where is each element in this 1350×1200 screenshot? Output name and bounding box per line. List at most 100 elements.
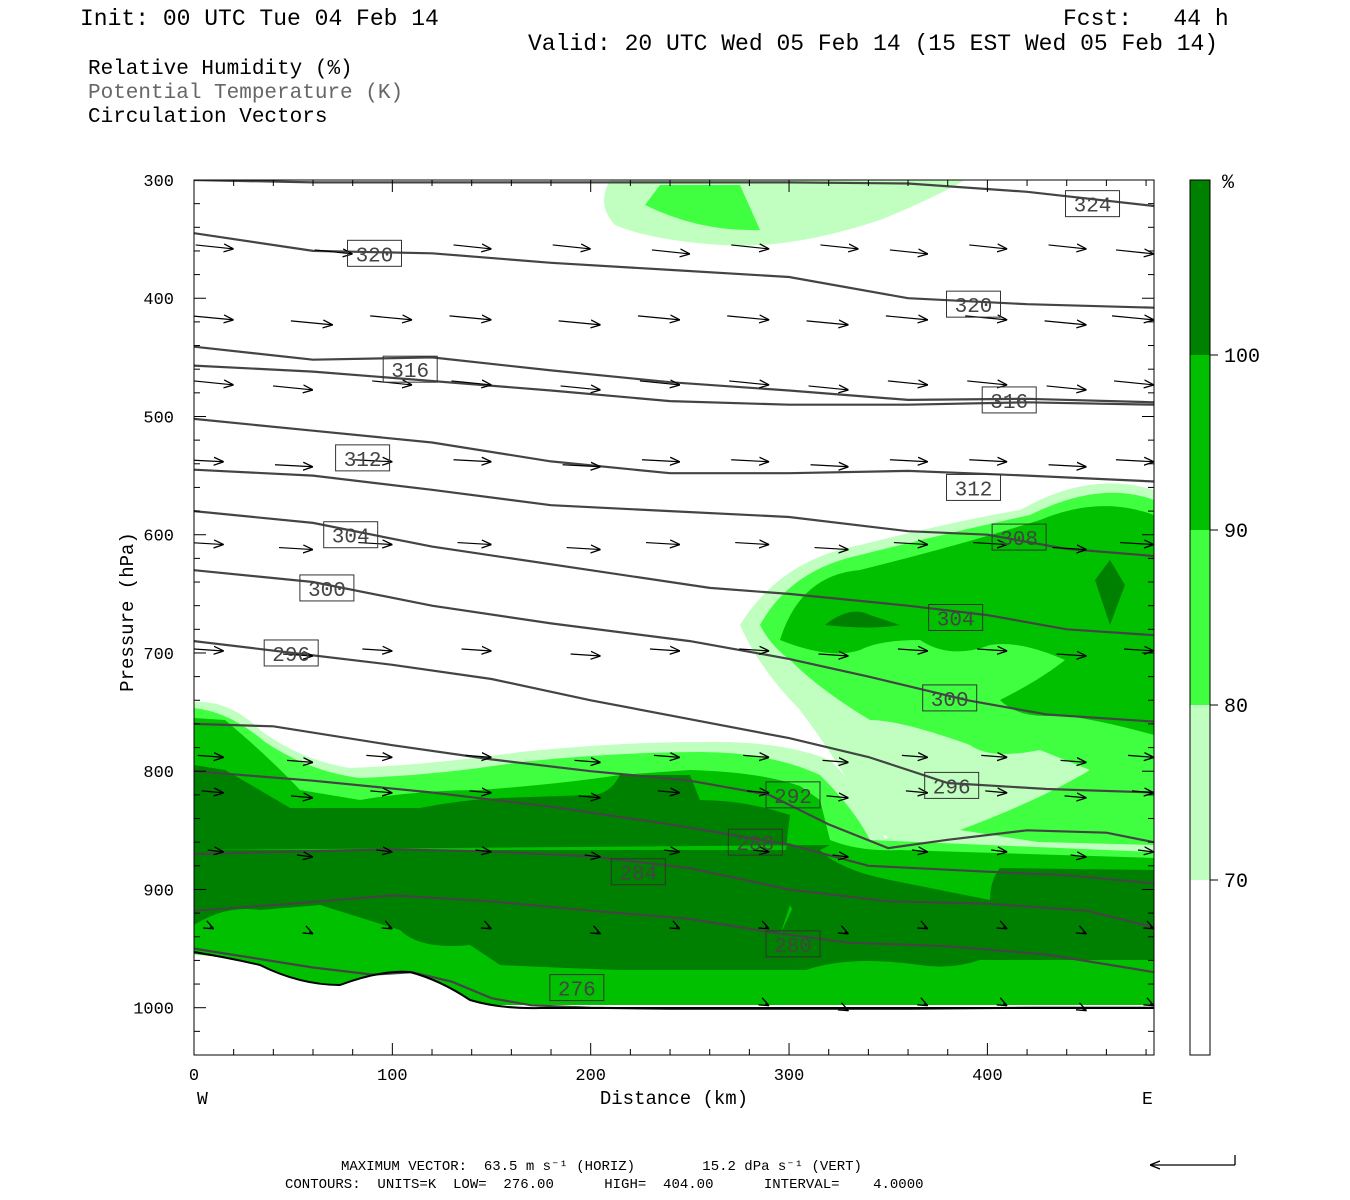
circulation-vector <box>1003 1004 1007 1006</box>
circulation-vector <box>282 654 313 656</box>
circulation-vector <box>290 321 333 325</box>
circulation-vector <box>488 927 492 929</box>
circulation-vector <box>1115 460 1154 462</box>
svg-text:292: 292 <box>774 787 812 810</box>
colorbar-90 <box>1190 355 1210 530</box>
reference-vector <box>1150 1155 1236 1165</box>
circulation-vector <box>645 543 680 545</box>
field-vectors: Circulation Vectors <box>88 106 328 129</box>
colorbar-unit: % <box>1222 172 1235 195</box>
circulation-vector <box>195 245 234 249</box>
x-tick-label: 100 <box>377 1067 408 1086</box>
circulation-vector <box>991 850 1007 852</box>
x-end-right: E <box>1142 1090 1153 1110</box>
circulation-vector <box>370 791 392 793</box>
circulation-vector <box>1003 927 1007 929</box>
circulation-vector <box>822 760 849 762</box>
circulation-vector <box>449 316 492 320</box>
circulation-vector <box>597 932 601 934</box>
circulation-vector <box>362 649 392 651</box>
circulation-vector <box>451 381 492 385</box>
colorbar: % 100 90 80 70 <box>1189 172 1260 1056</box>
circulation-vector <box>1064 796 1087 798</box>
colorbar-label-70: 70 <box>1224 871 1248 894</box>
circulation-vector <box>1056 654 1087 656</box>
circulation-vector <box>1119 543 1154 545</box>
circulation-vector <box>290 796 313 798</box>
theta-line-308 <box>194 468 1154 558</box>
contour-label-284: 284 <box>610 858 666 887</box>
circulation-vector <box>901 755 928 757</box>
theta-line-284 <box>194 848 1154 929</box>
circulation-vector <box>969 460 1007 462</box>
rh-100-lower-b <box>194 850 820 970</box>
x-tick-label: 0 <box>189 1067 199 1086</box>
circulation-vector <box>973 543 1007 545</box>
circulation-vector <box>818 654 849 656</box>
circulation-vector <box>981 755 1007 757</box>
circulation-vector <box>924 927 928 929</box>
circulation-vector <box>453 245 492 249</box>
circulation-vector <box>1131 791 1154 793</box>
circulation-vector <box>272 386 313 390</box>
circulation-vector <box>566 548 601 550</box>
circulation-vector <box>1070 855 1087 857</box>
circulation-vector <box>845 1009 849 1011</box>
circulation-vector <box>893 543 928 545</box>
colorbar-100 <box>1190 180 1210 355</box>
y-tick-label: 500 <box>143 409 174 428</box>
circulation-vector <box>194 649 224 651</box>
contours-note: CONTOURS: UNITS=K LOW= 276.00 HIGH= 404.… <box>285 1177 924 1193</box>
y-tick-label: 700 <box>143 646 174 665</box>
colorbar-80 <box>1190 530 1210 705</box>
contour-label-292: 292 <box>765 781 821 810</box>
circulation-vectors <box>194 245 1154 1011</box>
theta-line-300 <box>194 569 1154 723</box>
ground-line <box>193 951 1154 1010</box>
circulation-vector <box>739 649 769 651</box>
circulation-vector <box>676 927 680 929</box>
circulation-vector <box>651 250 690 254</box>
circulation-vector <box>457 543 492 545</box>
svg-text:320: 320 <box>356 245 394 268</box>
rh-90-lower-patch <box>194 905 410 969</box>
rh-100-east-notch <box>1095 560 1125 625</box>
svg-text:296: 296 <box>272 645 310 668</box>
circulation-vector <box>1083 1009 1087 1011</box>
circulation-vector <box>1048 245 1087 249</box>
contour-label-320: 320 <box>946 290 1002 319</box>
circulation-vector <box>1048 465 1087 467</box>
x-tick-label: 300 <box>774 1067 805 1086</box>
x-axis-label: Distance (km) <box>600 1088 748 1110</box>
circulation-vector <box>461 649 492 651</box>
x-axis: 0 100 200 300 400 <box>189 180 1147 1086</box>
circulation-vector <box>286 760 313 762</box>
contour-label-312: 312 <box>946 473 1002 502</box>
contour-label-280: 280 <box>765 930 821 959</box>
circulation-vector <box>201 791 224 793</box>
svg-text:280: 280 <box>774 936 812 959</box>
circulation-vector <box>663 850 680 852</box>
circulation-vector <box>653 755 680 757</box>
circulation-vector <box>358 543 392 545</box>
circulation-vector <box>570 654 601 656</box>
rh-80-90-upper <box>645 185 760 231</box>
circulation-vector <box>388 927 392 929</box>
circulation-vector <box>366 755 392 757</box>
svg-text:296: 296 <box>933 777 971 800</box>
circulation-vector <box>885 316 928 320</box>
circulation-vector <box>210 927 214 929</box>
svg-text:316: 316 <box>990 392 1028 415</box>
colorbar-below <box>1190 880 1210 1055</box>
circulation-vector <box>924 1004 928 1006</box>
circulation-vector <box>814 548 849 550</box>
circulation-vector <box>562 465 601 467</box>
colorbar-70 <box>1190 705 1210 880</box>
circulation-vector <box>194 460 224 462</box>
svg-text:312: 312 <box>955 479 993 502</box>
theta-line-280 <box>194 894 1154 974</box>
circulation-vector <box>977 649 1007 651</box>
circulation-vector <box>1083 932 1087 934</box>
svg-text:312: 312 <box>344 450 382 473</box>
y-axis-label: Pressure (hPa) <box>117 532 139 692</box>
